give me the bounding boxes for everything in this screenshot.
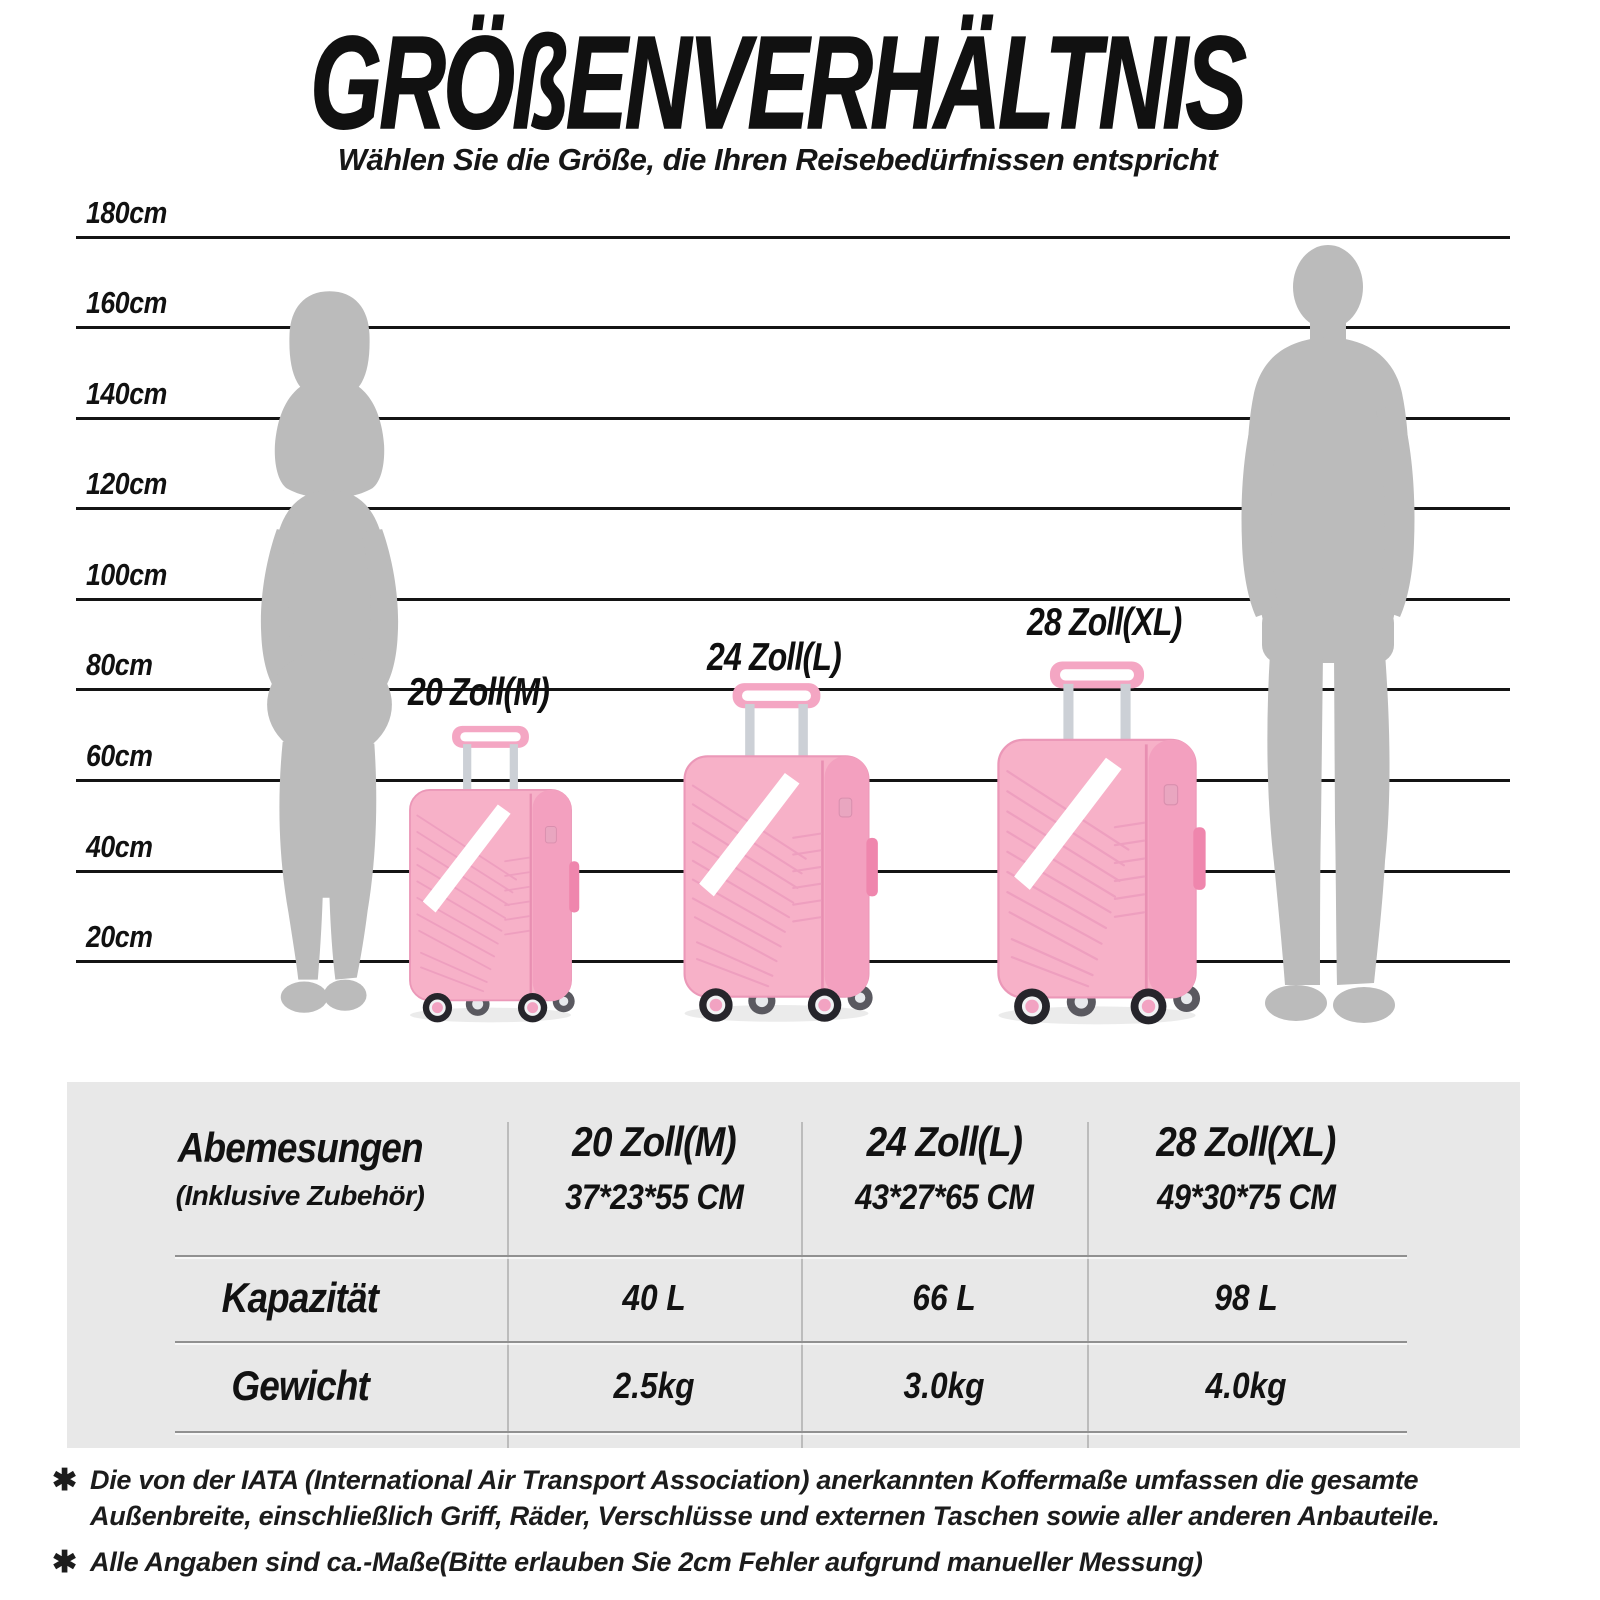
table-vertical-divider — [507, 1122, 509, 1448]
weight-28-zoll: 4.0kg — [1205, 1365, 1287, 1406]
scale-label-80cm: 80cm — [86, 647, 153, 682]
scale-line-160cm — [76, 326, 1510, 329]
weight-row: Gewicht 2.5kg 3.0kg 4.0kg — [67, 1341, 1520, 1431]
scale-label-100cm: 100cm — [86, 557, 167, 592]
footnote-iata-text: Die von der IATA (International Air Tran… — [90, 1465, 1440, 1531]
table-vertical-divider — [1087, 1122, 1089, 1448]
capacity-28-zoll: 98 L — [1214, 1277, 1278, 1318]
scale-line-180cm — [76, 236, 1510, 239]
scale-line-140cm — [76, 417, 1510, 420]
table-header-row: Abemesungen (Inklusive Zubehör) 20 Zoll(… — [67, 1082, 1520, 1255]
table-horizontal-divider — [175, 1255, 1407, 1257]
page-subtitle: Wählen Sie die Größe, die Ihren Reisebed… — [337, 142, 1218, 177]
table-header-dimensions: Abemesungen (Inklusive Zubehör) — [67, 1082, 507, 1255]
scale-label-180cm: 180cm — [86, 195, 167, 230]
table-vertical-divider — [801, 1122, 803, 1448]
dims-24-zoll: 43*27*65 CM — [854, 1177, 1034, 1217]
page-title-text: GRÖßENVERHÄLTNIS — [310, 9, 1248, 156]
footnote-measurement-text: Alle Angaben sind ca.-Maße(Bitte erlaube… — [90, 1547, 1203, 1577]
capacity-20-zoll: 40 L — [622, 1277, 686, 1318]
scale-label-20cm: 20cm — [86, 919, 153, 954]
size-label-28-zoll: 28 Zoll(XL) — [1027, 601, 1182, 644]
dimensions-label: Abemesungen — [177, 1124, 424, 1172]
asterisk-icon: ✱ — [52, 1464, 77, 1497]
scale-label-140cm: 140cm — [86, 376, 167, 411]
scale-label-60cm: 60cm — [86, 738, 153, 773]
weight-20-zoll: 2.5kg — [613, 1365, 695, 1406]
dims-28-zoll: 49*30*75 CM — [1156, 1177, 1336, 1217]
size-label-24-zoll: 24 Zoll(L) — [707, 636, 842, 679]
suitcase-28-inch-image — [997, 660, 1208, 1026]
capacity-label: Kapazität — [221, 1273, 379, 1321]
col-header-24-zoll: 24 Zoll(L) 43*27*65 CM — [854, 1118, 1034, 1217]
scale-line-120cm — [76, 507, 1510, 510]
table-horizontal-divider — [175, 1431, 1407, 1433]
weight-label: Gewicht — [231, 1361, 369, 1409]
scale-label-40cm: 40cm — [86, 829, 153, 864]
weight-24-zoll: 3.0kg — [903, 1365, 985, 1406]
table-horizontal-divider — [175, 1341, 1407, 1343]
footnote-measurement: ✱ Alle Angaben sind ca.-Maße(Bitte erlaub… — [52, 1544, 1582, 1580]
man-silhouette — [1241, 245, 1415, 1023]
scale-line-100cm — [76, 598, 1510, 601]
woman-silhouette — [260, 291, 399, 1013]
capacity-24-zoll: 66 L — [912, 1277, 976, 1318]
footnote-iata: ✱ Die von der IATA (International Air Tra… — [52, 1462, 1582, 1534]
col-header-28-zoll: 28 Zoll(XL) 49*30*75 CM — [1156, 1118, 1336, 1217]
col-header-20-zoll: 20 Zoll(M) 37*23*55 CM — [564, 1118, 744, 1217]
page-title: GRÖßENVERHÄLTNIS — [0, 9, 1555, 156]
dims-20-zoll: 37*23*55 CM — [564, 1177, 744, 1217]
scale-label-120cm: 120cm — [86, 466, 167, 501]
scale-label-160cm: 160cm — [86, 285, 167, 320]
suitcase-20-inch-image — [408, 724, 581, 1024]
suitcase-24-inch-image — [683, 681, 880, 1024]
capacity-row: Kapazität 40 L 66 L 98 L — [67, 1255, 1520, 1341]
spec-table: Abemesungen (Inklusive Zubehör) 20 Zoll(… — [67, 1082, 1520, 1448]
asterisk-icon: ✱ — [52, 1546, 77, 1579]
size-label-20-zoll: 20 Zoll(M) — [408, 671, 550, 714]
dimensions-sublabel: (Inklusive Zubehör) — [175, 1179, 425, 1211]
